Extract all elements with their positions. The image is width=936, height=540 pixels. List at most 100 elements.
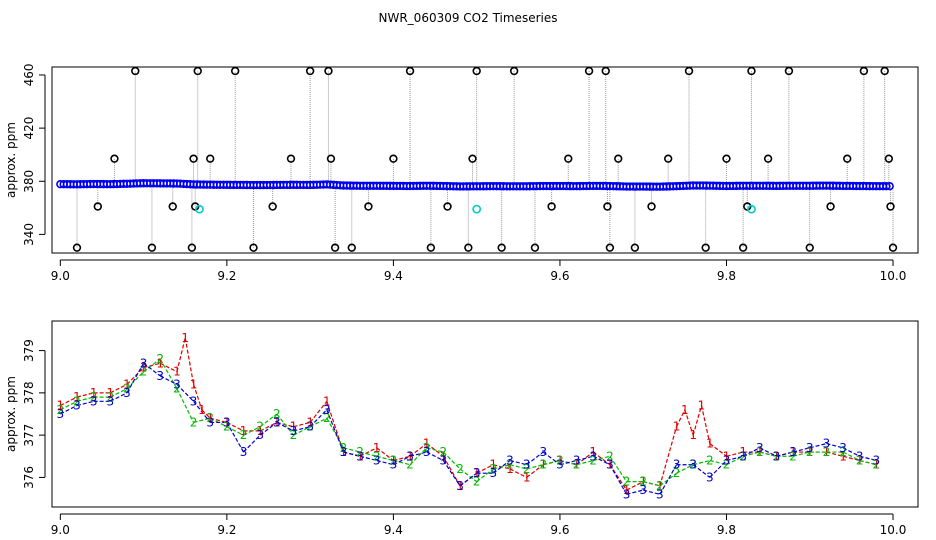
series-2-marker: 2 [123, 382, 131, 396]
series-1-marker: 1 [73, 390, 81, 404]
outlier-point [168, 202, 177, 211]
outlier-point [738, 243, 748, 252]
outlier-point [286, 154, 296, 163]
outlier-point [230, 66, 240, 76]
x-tick-label: 9.4 [384, 269, 403, 283]
series-2-marker: 2 [406, 458, 414, 472]
series-1-marker: 1 [689, 428, 697, 442]
series-3-marker: 3 [306, 420, 314, 434]
series-1-marker: 1 [573, 458, 581, 472]
series-2-marker: 2 [240, 428, 248, 442]
series-3-marker: 3 [739, 449, 747, 463]
series-3-marker: 3 [689, 458, 697, 472]
series-2-marker: 2 [523, 462, 531, 476]
series-2-marker: 2 [156, 352, 164, 366]
series-2-marker: 2 [839, 445, 847, 459]
series-2-segment [259, 413, 278, 428]
outlier-point [305, 66, 315, 76]
series-1-segment [409, 443, 428, 457]
series-3-marker: 3 [773, 449, 781, 463]
x-tick-label: 9.4 [384, 523, 403, 537]
outlier-point [364, 202, 373, 211]
series-3-segment [159, 375, 178, 385]
series-1-segment [76, 392, 94, 398]
outlier-point [663, 154, 673, 163]
series-2-marker: 2 [206, 411, 214, 425]
series-3-segment [343, 451, 361, 457]
outlier-point [701, 243, 710, 252]
series-2-marker: 2 [573, 458, 581, 472]
x-tick-label: 9.0 [51, 269, 70, 283]
outlier-point [684, 66, 694, 76]
series-3-marker: 3 [456, 479, 464, 493]
series-3-marker: 3 [423, 445, 431, 459]
outlier-point [886, 202, 895, 211]
series-3-segment [826, 443, 844, 449]
series-2-segment [859, 459, 877, 466]
series-3-segment [559, 459, 577, 466]
outlier-point [193, 66, 202, 76]
series-1-segment [684, 409, 694, 436]
series-2-marker: 2 [789, 449, 797, 463]
series-2-marker: 2 [856, 454, 864, 468]
series-2-segment [742, 451, 760, 457]
outlier-point [722, 154, 731, 163]
series-3-marker: 3 [839, 441, 847, 455]
outlier-point [206, 154, 215, 163]
series-3-marker: 3 [256, 428, 264, 442]
series-1-segment [60, 396, 78, 407]
series-1-marker: 1 [106, 386, 114, 400]
series-2-marker: 2 [190, 415, 198, 429]
series-1-marker: 1 [756, 445, 764, 459]
series-2-segment [509, 464, 527, 470]
outlier-point [509, 66, 519, 76]
outlier-point [547, 202, 556, 211]
series-2-segment [243, 426, 261, 436]
series-1-marker: 1 [706, 437, 714, 451]
series-1-segment [293, 421, 311, 428]
outlier-point [472, 66, 481, 76]
series-3-segment [542, 451, 561, 466]
outlier-point [805, 243, 814, 252]
series-1-segment [659, 426, 678, 487]
series-1-segment [700, 405, 711, 444]
series-1-segment [526, 464, 544, 478]
series-3-marker: 3 [356, 449, 364, 463]
series-3-marker: 3 [490, 466, 498, 480]
series-3-marker: 3 [140, 356, 148, 370]
y-tick-label: 379 [22, 339, 36, 362]
outlier-point [888, 243, 898, 252]
series-2-marker: 2 [57, 403, 65, 417]
data-point [885, 181, 894, 191]
series-2-marker: 2 [223, 420, 231, 434]
series-2-marker: 2 [423, 441, 431, 455]
series-1-marker: 1 [440, 449, 448, 463]
series-3-marker: 3 [440, 454, 448, 468]
outlier-point [601, 66, 610, 76]
series-3-segment [692, 464, 711, 478]
series-2-segment [476, 468, 494, 483]
series-3-segment [176, 383, 194, 402]
series-2-segment [759, 451, 777, 457]
series-2-marker: 2 [539, 458, 547, 472]
x-tick-label: 9.2 [217, 269, 236, 283]
series-3-marker: 3 [723, 454, 731, 468]
series-3-marker: 3 [206, 415, 214, 429]
outlier-point [268, 202, 277, 211]
series-3-marker: 3 [623, 487, 631, 501]
series-1-marker: 1 [273, 415, 281, 429]
series-3-marker: 3 [823, 437, 831, 451]
series-2-segment [193, 417, 211, 424]
series-2-marker: 2 [639, 475, 647, 489]
series-3-marker: 3 [656, 487, 664, 501]
data-point [882, 181, 891, 191]
series-2-marker: 2 [823, 445, 831, 459]
outlier-point [147, 243, 157, 252]
series-2-segment [576, 459, 594, 466]
series-1-marker: 1 [723, 449, 731, 463]
series-3-segment [776, 451, 794, 457]
series-2-segment [842, 451, 860, 462]
outlier-point [324, 66, 333, 76]
series-2-segment [309, 417, 328, 428]
